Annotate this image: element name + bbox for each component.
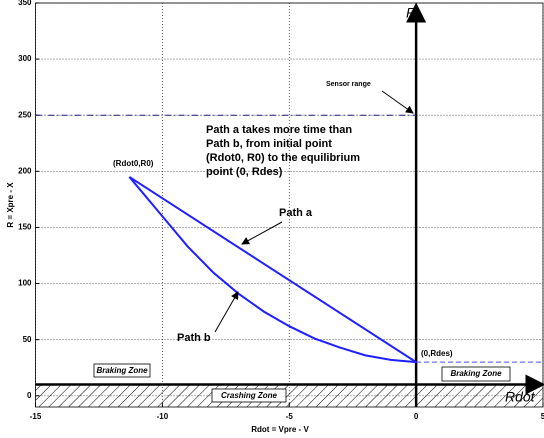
series-line [128,176,417,363]
y-tick-label: 250 [18,110,32,119]
series-line [128,176,417,364]
x-tick-label: 5 [541,412,544,421]
note-line: Path b, from initial point [206,138,332,150]
note-line: point (0, Rdes) [206,166,283,178]
x-tick-label: -10 [157,412,169,421]
legend-label: Path a [279,207,313,219]
plot-layer [35,2,544,407]
y-axis-name: R [406,5,416,21]
note-line: Path a takes more time than [206,124,352,136]
sensor-arrow [381,90,414,114]
y-tick-label: 200 [18,166,32,175]
zone-box [93,363,151,378]
x-axis-name: Rdot [505,389,536,405]
y-tick-label: 50 [23,335,32,344]
y-tick-label: 350 [18,0,32,7]
sensor-label: Sensor range [326,81,371,88]
zone-label: Braking Zone [450,369,502,378]
y-tick-label: 100 [18,279,32,288]
y-tick-label: 150 [18,223,32,232]
x-axis-label: Rdot = Vpre - V [251,425,309,434]
x-tick-label: -5 [286,412,294,421]
start-label: (Rdot0,R0) [113,159,154,168]
zone-box [211,388,287,403]
end-label: (0,Rdes) [421,349,453,358]
y-axis-label: R = Xpre - X [6,182,15,228]
y-tick-label: 0 [27,391,32,400]
crash-region [35,384,543,407]
zone-label: Crashing Zone [221,391,278,400]
x-tick-label: 0 [414,412,419,421]
y-tick-label: 300 [18,54,32,63]
zone-box [441,366,511,382]
note-line: (Rdot0, R0) to the equilibrium [206,152,360,164]
legend-label: Path b [177,332,211,344]
x-tick-label: -15 [30,412,42,421]
path-a-arrow [241,221,283,245]
zone-label: Braking Zone [96,366,148,375]
path-b-arrow [214,291,239,333]
